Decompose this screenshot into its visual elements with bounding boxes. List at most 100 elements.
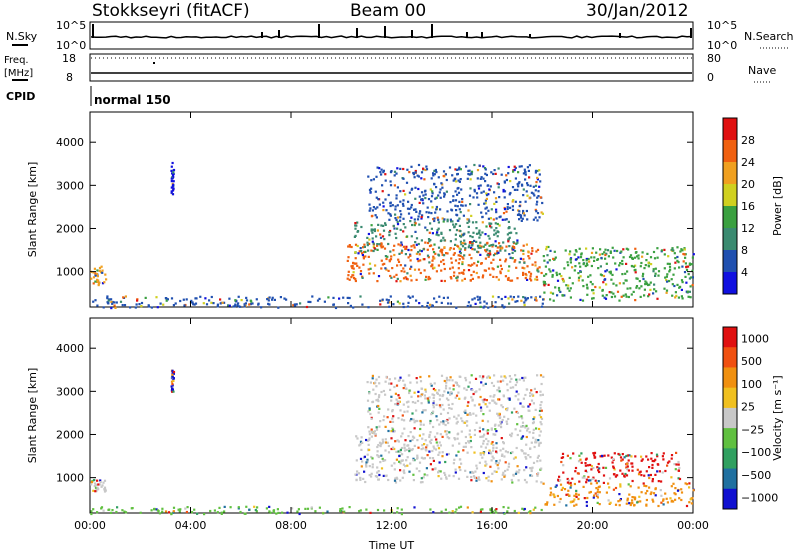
echo-cell: [476, 169, 480, 172]
echo-cell: [172, 183, 175, 186]
echo-cell: [445, 381, 448, 384]
echo-cell: [515, 381, 519, 384]
echo-cell: [654, 267, 657, 270]
echo-cell: [394, 205, 397, 208]
echo-cell: [524, 455, 527, 459]
echo-cell: [484, 180, 487, 183]
echo-cell: [414, 401, 417, 404]
echo-cell: [401, 476, 404, 479]
echo-cell: [532, 192, 535, 195]
echo-cell: [371, 466, 374, 469]
echo-cell: [488, 244, 491, 247]
echo-cell: [372, 245, 375, 248]
echo-cell: [577, 497, 580, 501]
echo-cell: [369, 191, 372, 194]
echo-cell: [95, 488, 98, 491]
echo-cell: [468, 441, 471, 444]
echo-cell: [431, 267, 435, 270]
echo-cell: [92, 282, 95, 285]
echo-cell: [559, 479, 562, 482]
echo-cell: [517, 393, 520, 396]
colorbar-tick-label: −100: [741, 446, 771, 459]
x-tick-label: 08:00: [275, 519, 307, 532]
echo-cell: [585, 478, 588, 481]
echo-cell: [535, 427, 538, 430]
echo-cell: [512, 169, 515, 172]
echo-cell: [684, 482, 687, 485]
echo-cell: [432, 511, 435, 514]
echo-cell: [575, 250, 578, 253]
echo-cell: [464, 435, 467, 439]
echo-cell: [393, 385, 396, 389]
echo-cell: [651, 459, 654, 463]
echo-cell: [492, 258, 495, 261]
echo-cell: [223, 510, 226, 513]
echo-cell: [497, 296, 500, 299]
echo-cell: [593, 451, 597, 454]
echo-cell: [658, 470, 661, 473]
echo-cell: [525, 298, 528, 301]
echo-cell: [102, 509, 105, 512]
echo-cell: [509, 295, 512, 298]
echo-cell: [283, 297, 286, 300]
echo-cell: [470, 170, 474, 173]
echo-cell: [619, 498, 622, 501]
echo-cell: [237, 305, 240, 308]
echo-cell: [507, 227, 510, 230]
echo-cell: [381, 235, 385, 238]
echo-cell: [459, 211, 462, 214]
echo-cell: [381, 263, 384, 266]
echo-cell: [161, 510, 164, 513]
echo-cell: [402, 470, 405, 473]
echo-cell: [566, 493, 570, 496]
echo-cell: [518, 378, 521, 381]
echo-cell: [398, 302, 401, 305]
echo-cell: [477, 477, 480, 481]
echo-cell: [445, 453, 449, 456]
echo-cell: [591, 477, 594, 481]
echo-cell: [526, 182, 529, 185]
echo-cell: [524, 173, 527, 176]
echo-cell: [139, 511, 142, 514]
echo-cell: [103, 479, 107, 482]
echo-cell: [513, 260, 516, 263]
echo-cell: [637, 257, 640, 260]
echo-cell: [612, 466, 615, 469]
echo-cell: [429, 441, 432, 445]
echo-cell: [563, 267, 566, 270]
echo-cell: [460, 188, 463, 191]
echo-cell: [492, 268, 495, 271]
echo-cell: [464, 379, 468, 382]
echo-cell: [490, 222, 493, 225]
echo-cell: [400, 418, 403, 421]
echo-cell: [94, 486, 98, 489]
echo-cell: [607, 255, 610, 258]
echo-cell: [510, 377, 513, 380]
echo-cell: [630, 293, 633, 296]
echo-cell: [561, 277, 564, 281]
echo-cell: [584, 464, 587, 467]
echo-cell: [670, 485, 673, 488]
echo-cell: [625, 462, 629, 466]
echo-cell: [476, 295, 479, 298]
echo-cell: [371, 209, 374, 212]
echo-cell: [589, 479, 592, 482]
echo-cell: [403, 471, 406, 475]
echo-cell: [469, 264, 472, 267]
echo-cell: [161, 507, 164, 510]
echo-cell: [517, 398, 520, 401]
echo-cell: [442, 420, 445, 423]
echo-cell: [94, 274, 97, 277]
echo-cell: [430, 195, 434, 198]
echo-cell: [582, 259, 585, 262]
echo-cell: [451, 220, 454, 223]
echo-cell: [374, 207, 377, 210]
echo-cell: [540, 211, 543, 214]
echo-cell: [677, 469, 680, 472]
echo-cell: [186, 506, 189, 509]
echo-cell: [483, 202, 486, 205]
echo-cell: [457, 414, 460, 417]
echo-cell: [428, 450, 431, 453]
echo-cell: [573, 498, 576, 501]
